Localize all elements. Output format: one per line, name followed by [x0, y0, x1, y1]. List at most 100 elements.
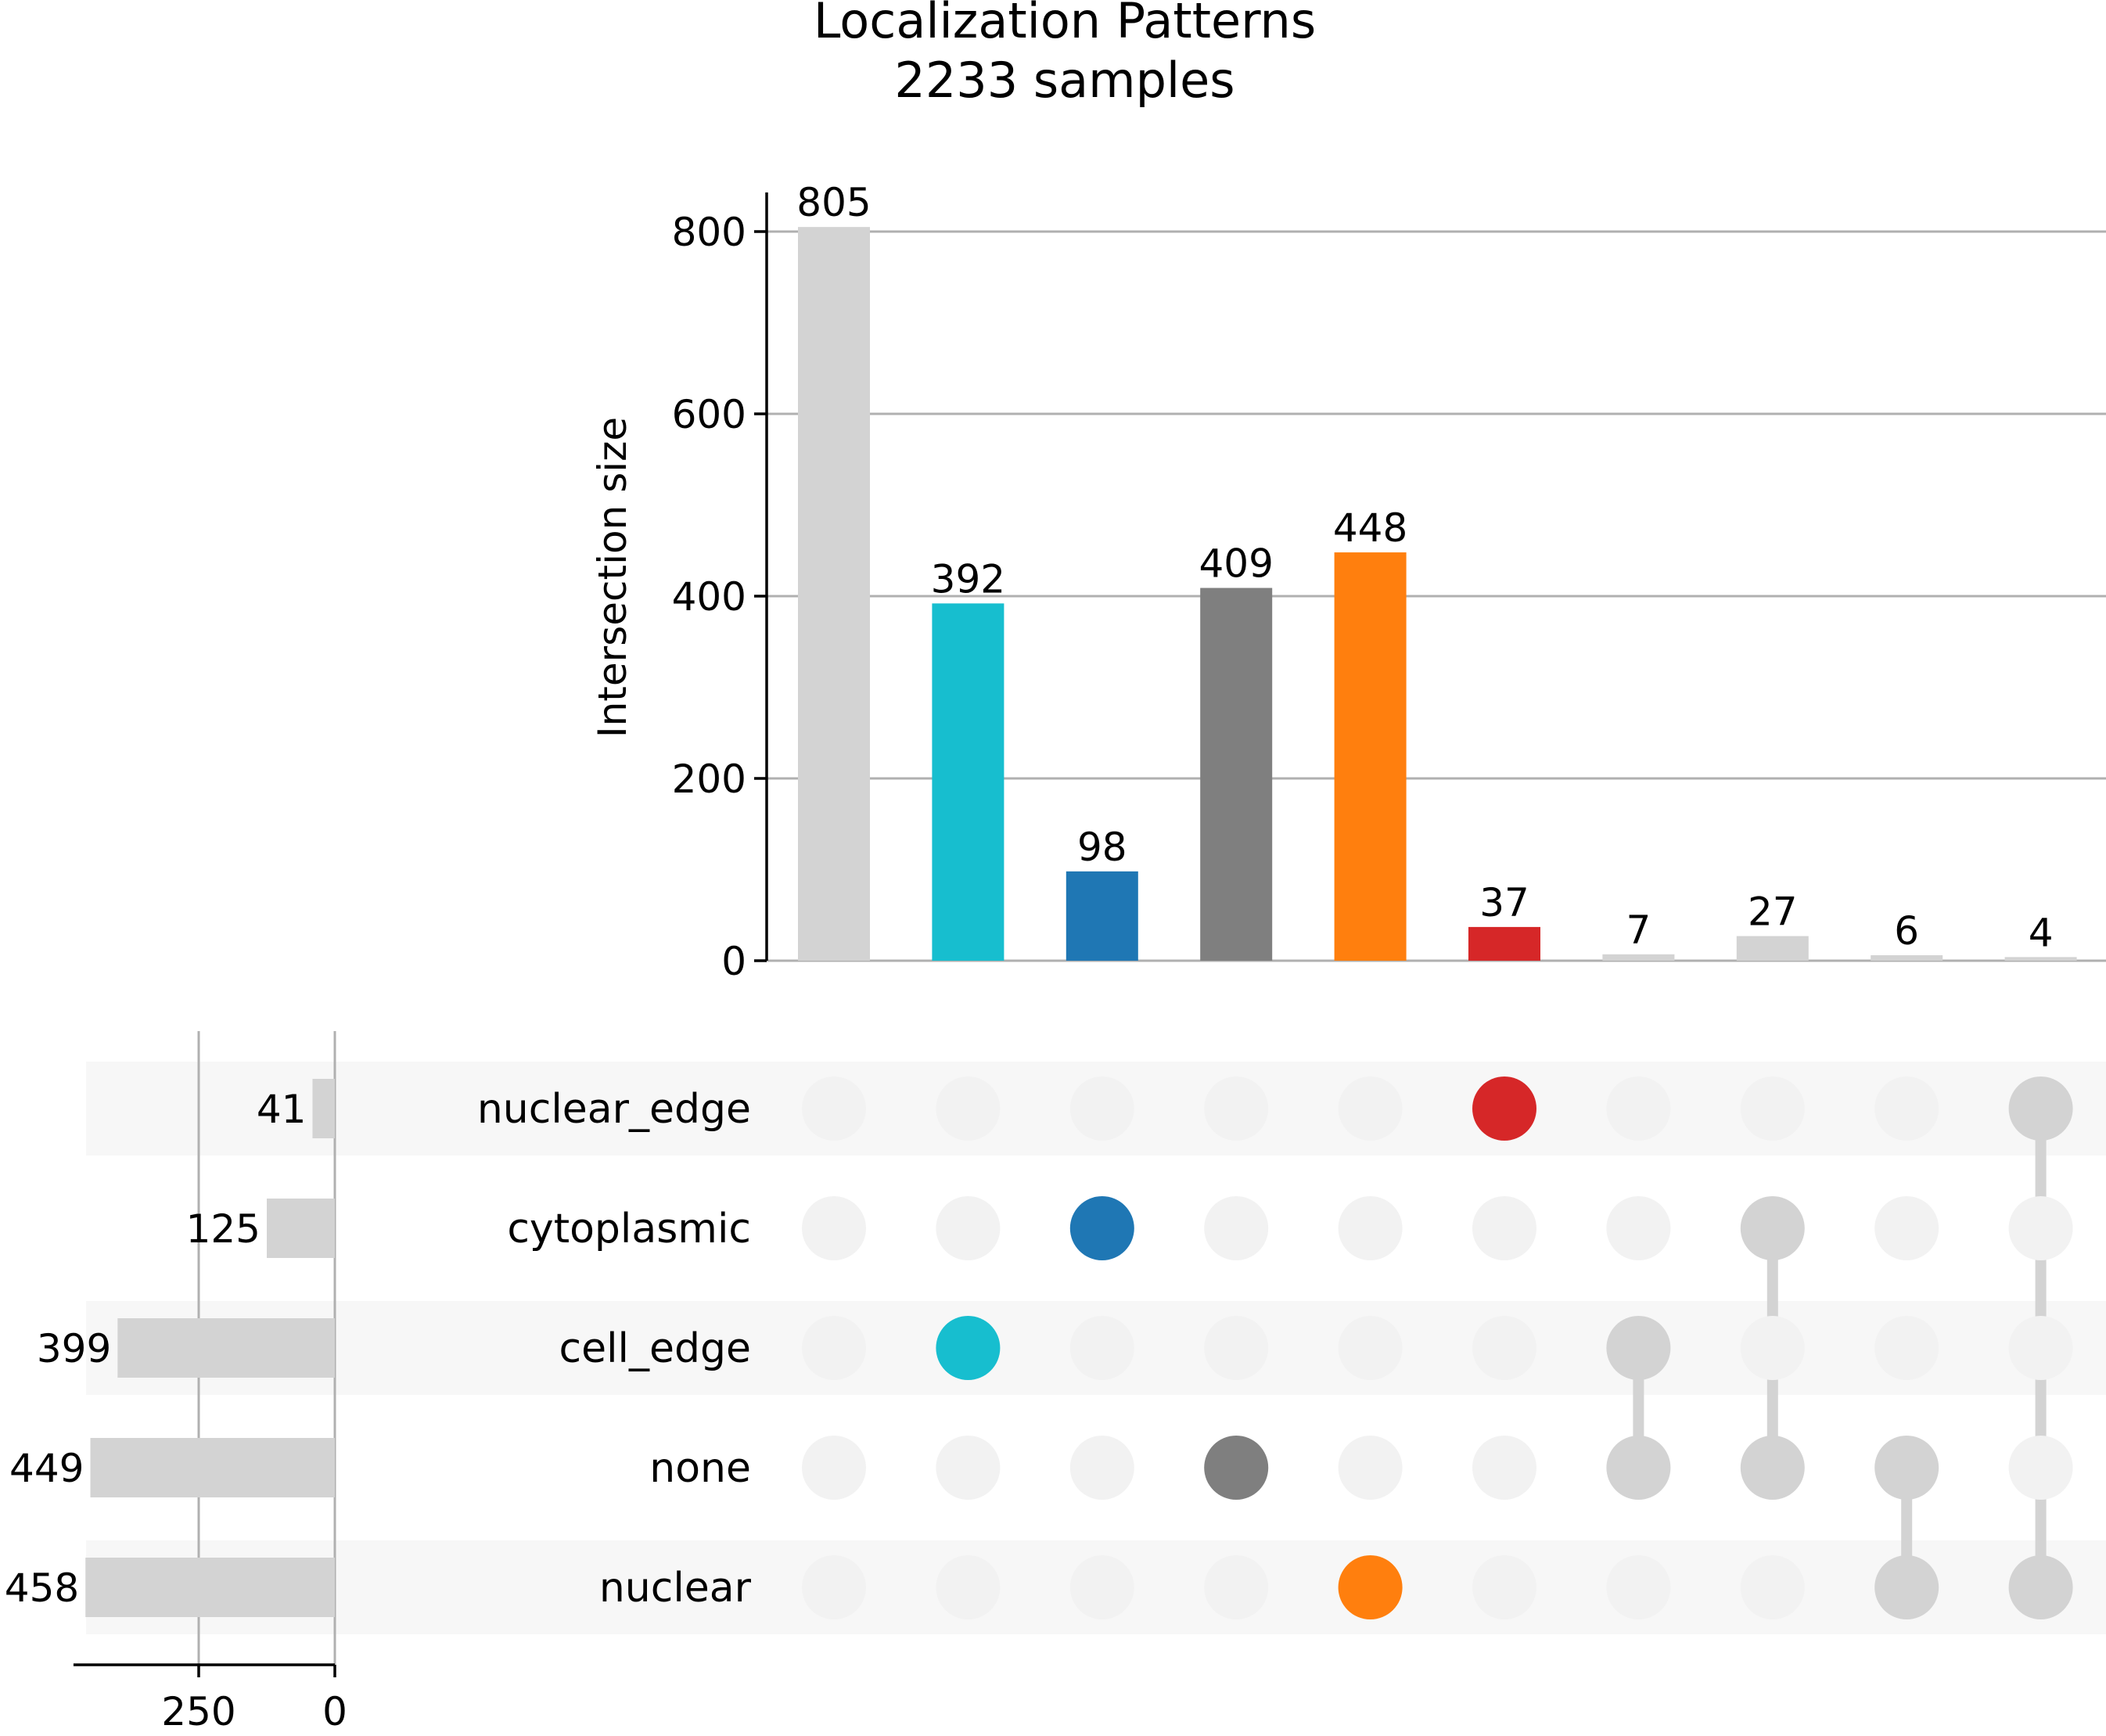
- y-tick-label-400: 400: [672, 574, 746, 620]
- matrix-dot-inactive: [1740, 1076, 1805, 1141]
- matrix-dot-inactive: [1338, 1436, 1403, 1500]
- bar-value-label: 98: [1077, 825, 1127, 870]
- set-size-bar-cytoplasmic: [267, 1199, 335, 1258]
- set-name-nuclear: nuclear: [599, 1565, 752, 1612]
- matrix-dot-active: [936, 1316, 1001, 1380]
- matrix-dot-active: [2008, 1555, 2073, 1619]
- set-size-tick-label-250: 250: [161, 1689, 235, 1734]
- matrix-dot-active: [1472, 1076, 1536, 1141]
- membership-matrix: [802, 1076, 2073, 1619]
- matrix-dot-inactive: [936, 1436, 1001, 1500]
- matrix-dot-active: [1740, 1436, 1805, 1500]
- intersection-bar: [798, 227, 870, 961]
- set-size-axis: 250 0: [73, 1663, 347, 1734]
- chart-subtitle: 2233 samples: [894, 52, 1234, 109]
- matrix-dot-inactive: [1472, 1436, 1536, 1500]
- intersection-y-axis: 0 200 400 600 800: [672, 192, 768, 984]
- matrix-dot-inactive: [1338, 1076, 1403, 1141]
- set-size-bar-nuclear_edge: [312, 1079, 335, 1138]
- matrix-dot-inactive: [802, 1076, 866, 1141]
- matrix-dot-active: [1874, 1436, 1939, 1500]
- matrix-dot-inactive: [1338, 1316, 1403, 1380]
- matrix-dot-inactive: [936, 1076, 1001, 1141]
- matrix-dot-inactive: [2008, 1196, 2073, 1260]
- intersection-bar: [932, 603, 1004, 961]
- matrix-dot-inactive: [1472, 1196, 1536, 1260]
- bar-value-label: 27: [1748, 890, 1798, 935]
- matrix-dot-inactive: [1874, 1076, 1939, 1141]
- set-size-label-none: 449: [9, 1446, 84, 1491]
- intersection-bar: [1066, 871, 1138, 961]
- bar-value-label: 392: [931, 556, 1005, 602]
- set-size-bar-nuclear: [85, 1558, 336, 1617]
- matrix-dot-active: [1204, 1436, 1269, 1500]
- matrix-dot-inactive: [1740, 1555, 1805, 1619]
- intersection-bar: [1736, 936, 1809, 961]
- matrix-dot-inactive: [1204, 1076, 1269, 1141]
- set-size-label-cytoplasmic: 125: [186, 1206, 261, 1252]
- intersection-bar: [1871, 955, 1943, 961]
- matrix-dot-inactive: [1472, 1316, 1536, 1380]
- y-tick-label-200: 200: [672, 757, 746, 802]
- matrix-dot-inactive: [1069, 1436, 1134, 1500]
- matrix-dot-inactive: [1874, 1196, 1939, 1260]
- matrix-dot-inactive: [1069, 1555, 1134, 1619]
- matrix-dot-inactive: [1606, 1555, 1671, 1619]
- set-size-bar-none: [90, 1438, 335, 1497]
- matrix-dot-inactive: [1338, 1196, 1403, 1260]
- set-size-bar-cell_edge: [117, 1318, 335, 1378]
- matrix-dot-active: [2008, 1076, 2073, 1141]
- set-size-label-nuclear_edge: 41: [257, 1087, 307, 1132]
- matrix-dot-inactive: [1069, 1076, 1134, 1141]
- matrix-dot-inactive: [1204, 1196, 1269, 1260]
- matrix-dot-inactive: [1740, 1316, 1805, 1380]
- intersection-bar: [1468, 926, 1540, 961]
- bar-value-label: 6: [1894, 908, 1919, 954]
- bar-value-label: 7: [1626, 908, 1651, 953]
- intersection-bars: [798, 227, 2077, 961]
- matrix-dot-active: [1606, 1436, 1671, 1500]
- set-size-bars: 41 125 399 449 458: [5, 1079, 336, 1617]
- intersection-bar: [2004, 957, 2077, 961]
- set-size-tick-label-0: 0: [322, 1689, 347, 1734]
- matrix-dot-active: [1874, 1555, 1939, 1619]
- matrix-dot-inactive: [802, 1196, 866, 1260]
- matrix-dot-inactive: [2008, 1316, 2073, 1380]
- bar-value-label: 4: [2029, 910, 2054, 955]
- matrix-dot-inactive: [802, 1436, 866, 1500]
- bar-value-label: 805: [796, 180, 871, 225]
- matrix-dot-active: [1338, 1555, 1403, 1619]
- chart-title: Localization Patterns: [814, 0, 1316, 49]
- set-name-cell_edge: cell_edge: [559, 1325, 751, 1372]
- bar-value-label: 448: [1333, 505, 1407, 551]
- intersection-bar: [1200, 588, 1273, 961]
- matrix-dot-inactive: [802, 1555, 866, 1619]
- matrix-dot-inactive: [936, 1555, 1001, 1619]
- intersection-bar: [1334, 552, 1407, 961]
- matrix-dot-inactive: [1874, 1316, 1939, 1380]
- matrix-dot-inactive: [1204, 1316, 1269, 1380]
- matrix-dot-inactive: [1472, 1555, 1536, 1619]
- bar-value-label: 37: [1479, 880, 1529, 926]
- y-tick-label-600: 600: [672, 392, 746, 437]
- set-size-label-nuclear: 458: [5, 1565, 79, 1611]
- y-tick-label-0: 0: [721, 939, 746, 984]
- matrix-dot-inactive: [802, 1316, 866, 1380]
- matrix-dot-inactive: [2008, 1436, 2073, 1500]
- set-size-label-cell_edge: 399: [37, 1326, 111, 1371]
- matrix-dot-active: [1740, 1196, 1805, 1260]
- matrix-dot-inactive: [1204, 1555, 1269, 1619]
- y-axis-label: Intersection size: [590, 417, 635, 738]
- matrix-dot-inactive: [936, 1196, 1001, 1260]
- set-name-none: none: [649, 1445, 751, 1492]
- matrix-dot-active: [1606, 1316, 1671, 1380]
- y-tick-label-800: 800: [672, 210, 746, 255]
- intersection-bar: [1602, 954, 1675, 961]
- bar-value-label: 409: [1199, 541, 1273, 587]
- matrix-dot-inactive: [1606, 1076, 1671, 1141]
- matrix-dot-inactive: [1606, 1196, 1671, 1260]
- set-name-cytoplasmic: cytoplasmic: [507, 1206, 751, 1253]
- intersection-bar-labels: 805 392 98 409 448 37 7 27 6 4: [796, 180, 2053, 955]
